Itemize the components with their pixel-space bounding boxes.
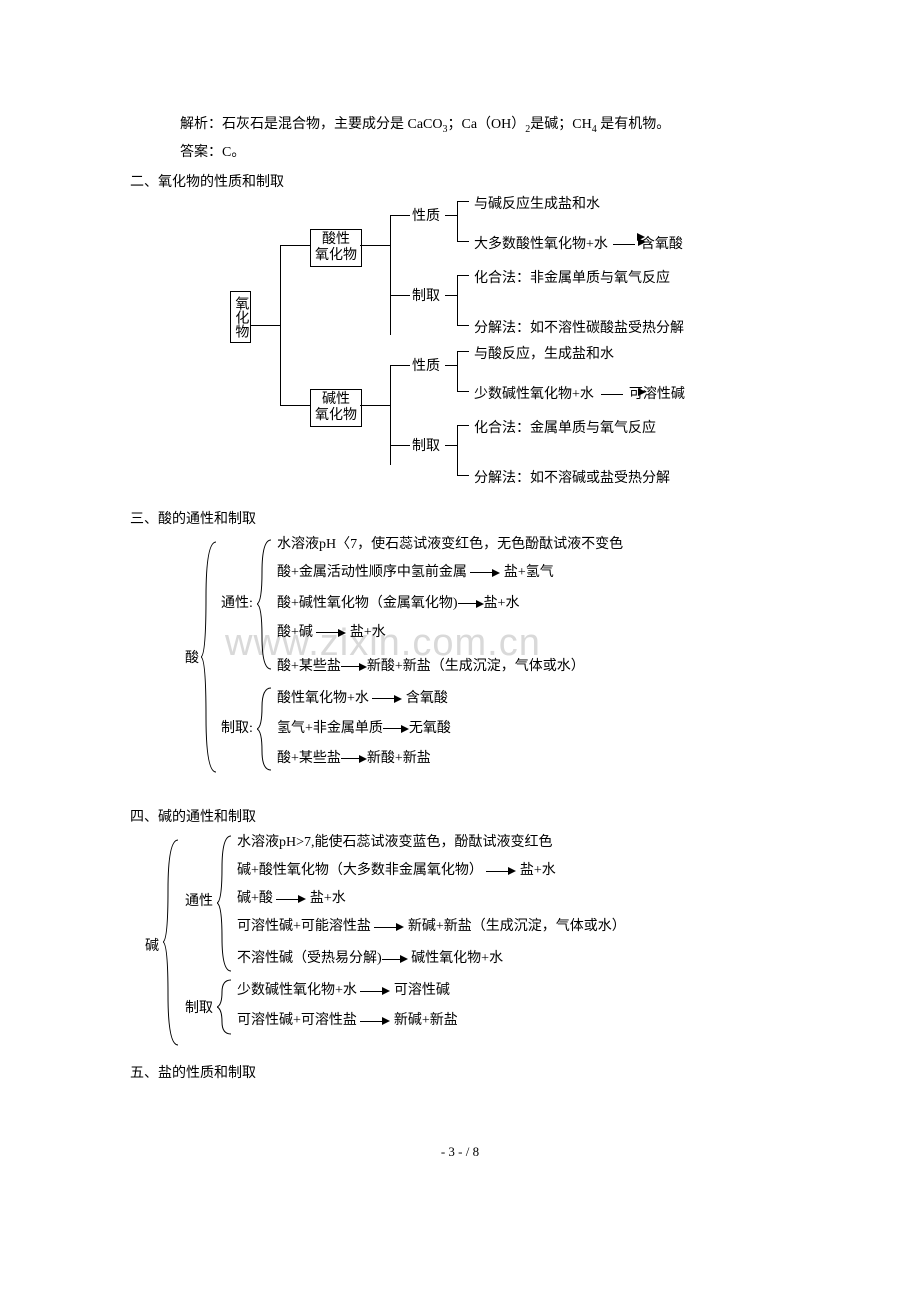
- d2-t2: 酸+金属活动性顺序中氢前金属 盐+氢气: [277, 561, 554, 581]
- d2-tx: 通性:: [221, 592, 253, 612]
- d3-m2: 可溶性碱+可溶性盐 新碱+新盐: [237, 1009, 458, 1029]
- section-5-heading: 五、盐的性质和制取: [130, 1063, 790, 1085]
- explanation-line: 解析：石灰石是混合物，主要成分是 CaCO3；Ca（OH）2是碱；CH4 是有机…: [130, 114, 790, 138]
- footer-total: / 8: [466, 1144, 479, 1159]
- diagram-bases: 碱 通性 水溶液pH>7,能使石蕊试液变蓝色，酚酞试液变红色 碱+酸性氧化物（大…: [185, 835, 790, 1055]
- d2-t4: 酸+碱 盐+水: [277, 621, 386, 641]
- diagram-acids: www.zixin.com.cn 酸 通性: 水溶液pH〈7，使石蕊试液变红色，…: [185, 537, 790, 787]
- d2-mk: 制取:: [221, 717, 253, 737]
- d1-ap1: 与碱反应生成盐和水: [474, 193, 600, 213]
- d3-t1: 水溶液pH>7,能使石蕊试液变蓝色，酚酞试液变红色: [237, 831, 553, 851]
- box-acidic-oxide: 酸性氧化物: [310, 229, 362, 267]
- d1-bp2: 少数碱性氧化物+水 可溶性碱: [474, 383, 685, 403]
- diagram-oxides: 氧化物 酸性氧化物 性质 制取 与碱反应生成盐和水 大多数酸性氧化物+水 含氧酸…: [230, 201, 790, 501]
- d3-tx: 通性: [185, 890, 213, 910]
- d1a-l2: 氧化物: [315, 248, 357, 263]
- d1-am2: 分解法：如不溶性碳酸盐受热分解: [474, 317, 684, 337]
- explain-mid2: 是碱；CH: [530, 117, 591, 132]
- d2-t3: 酸+碱性氧化物（金属氧化物)盐+水: [277, 592, 519, 612]
- footer-page: - 3 -: [441, 1144, 463, 1159]
- d1-bm2: 分解法：如不溶碱或盐受热分解: [474, 467, 670, 487]
- d1-prop2: 性质: [412, 355, 440, 375]
- d3-t3: 碱+酸 盐+水: [237, 887, 346, 907]
- d2-root: 酸: [185, 647, 199, 667]
- d1-ap2: 大多数酸性氧化物+水 含氧酸: [474, 233, 683, 253]
- d1-bm1: 化合法：金属单质与氧气反应: [474, 417, 656, 437]
- page-footer: - 3 - / 8: [0, 1144, 920, 1160]
- explain-end: 是有机物。: [597, 117, 671, 132]
- d3-m1: 少数碱性氧化物+水 可溶性碱: [237, 979, 450, 999]
- d2-m2: 氢气+非金属单质无氧酸: [277, 717, 451, 737]
- explain-text: 解析：石灰石是混合物，主要成分是 CaCO: [180, 117, 443, 132]
- explain-mid: ；Ca（OH）: [448, 117, 526, 132]
- d2-t1: 水溶液pH〈7，使石蕊试液变红色，无色酚酞试液不变色: [277, 533, 623, 553]
- d2-m1: 酸性氧化物+水 含氧酸: [277, 687, 448, 707]
- d1-make2: 制取: [412, 435, 440, 455]
- d3-mk: 制取: [185, 997, 213, 1017]
- answer-line: 答案：C。: [130, 142, 790, 164]
- section-4-heading: 四、碱的通性和制取: [130, 807, 790, 829]
- d2-t5: 酸+某些盐新酸+新盐（生成沉淀，气体或水）: [277, 655, 585, 675]
- d3-t4: 可溶性碱+可能溶性盐 新碱+新盐（生成沉淀，气体或水）: [237, 915, 626, 935]
- section-2-heading: 二、氧化物的性质和制取: [130, 172, 790, 194]
- d1b-l1: 碱性: [322, 392, 350, 407]
- d3-t2: 碱+酸性氧化物（大多数非金属氧化物） 盐+水: [237, 859, 556, 879]
- box-basic-oxide: 碱性氧化物: [310, 389, 362, 427]
- d3-t5: 不溶性碱（受热易分解) 碱性氧化物+水: [237, 947, 503, 967]
- d1-bp1: 与酸反应，生成盐和水: [474, 343, 614, 363]
- d2-m3: 酸+某些盐新酸+新盐: [277, 747, 431, 767]
- section-3-heading: 三、酸的通性和制取: [130, 509, 790, 531]
- d1-am1: 化合法：非金属单质与氧气反应: [474, 267, 670, 287]
- d1-make1: 制取: [412, 285, 440, 305]
- d3-root: 碱: [145, 935, 159, 955]
- d1a-l1: 酸性: [322, 232, 350, 247]
- d1b-l2: 氧化物: [315, 408, 357, 423]
- d1-prop1: 性质: [412, 205, 440, 225]
- box-root: 氧化物: [230, 291, 251, 343]
